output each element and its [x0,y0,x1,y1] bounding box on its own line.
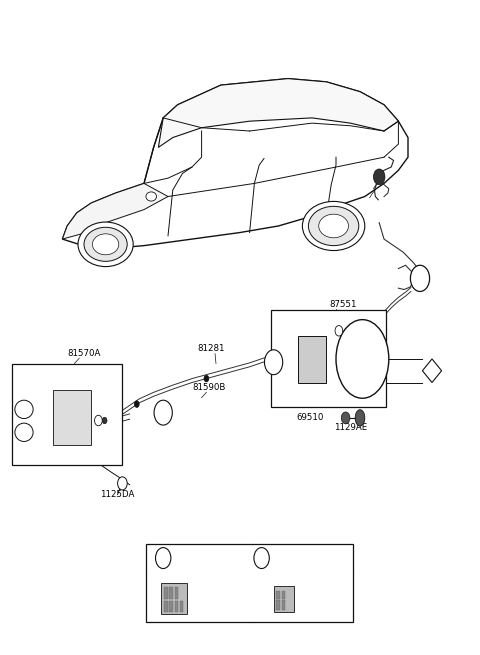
Text: b: b [259,553,264,563]
FancyBboxPatch shape [169,587,173,599]
Text: 87551: 87551 [329,300,357,309]
Polygon shape [62,183,168,239]
Ellipse shape [319,214,348,238]
Text: 81199: 81199 [179,553,205,563]
Circle shape [204,375,209,382]
FancyBboxPatch shape [164,601,168,612]
Text: a: a [161,553,166,563]
FancyBboxPatch shape [175,601,178,612]
Ellipse shape [308,206,359,246]
Text: 98652: 98652 [276,553,304,563]
Polygon shape [62,79,408,249]
Text: 1129AE: 1129AE [334,423,367,432]
FancyBboxPatch shape [146,544,353,622]
Text: 81590B: 81590B [192,383,226,392]
FancyBboxPatch shape [271,310,386,407]
Ellipse shape [84,227,127,261]
Ellipse shape [15,400,33,419]
FancyBboxPatch shape [164,587,168,599]
Text: 1125DA: 1125DA [100,490,135,499]
Ellipse shape [92,234,119,255]
Text: 81275: 81275 [15,457,43,466]
Text: 81575: 81575 [14,379,42,388]
Text: 79552: 79552 [281,323,309,332]
Polygon shape [158,79,398,147]
Ellipse shape [355,410,365,426]
Circle shape [102,417,107,424]
Polygon shape [422,359,442,383]
Circle shape [373,169,385,185]
FancyBboxPatch shape [276,600,280,610]
Ellipse shape [15,423,33,441]
Circle shape [410,265,430,291]
FancyBboxPatch shape [175,587,178,599]
Text: a: a [417,274,423,283]
Text: 81281: 81281 [197,344,225,353]
Ellipse shape [336,320,389,398]
FancyBboxPatch shape [298,336,326,383]
Ellipse shape [78,222,133,267]
Ellipse shape [302,202,365,250]
Circle shape [264,350,283,375]
FancyBboxPatch shape [12,364,122,465]
Circle shape [95,415,102,426]
Ellipse shape [146,192,156,201]
Text: 81570A: 81570A [67,349,101,358]
FancyBboxPatch shape [161,583,187,614]
Circle shape [118,477,127,490]
Circle shape [134,401,139,407]
FancyBboxPatch shape [274,586,294,612]
Circle shape [341,412,350,424]
Circle shape [154,400,172,425]
Circle shape [254,548,269,569]
Circle shape [335,326,343,336]
FancyBboxPatch shape [276,591,280,599]
Text: b: b [271,358,276,367]
FancyBboxPatch shape [282,600,285,610]
FancyBboxPatch shape [180,601,183,612]
Text: b: b [160,408,166,417]
FancyBboxPatch shape [169,601,173,612]
FancyBboxPatch shape [53,390,91,445]
FancyBboxPatch shape [282,591,285,599]
Circle shape [156,548,171,569]
Text: 69510: 69510 [296,413,324,422]
